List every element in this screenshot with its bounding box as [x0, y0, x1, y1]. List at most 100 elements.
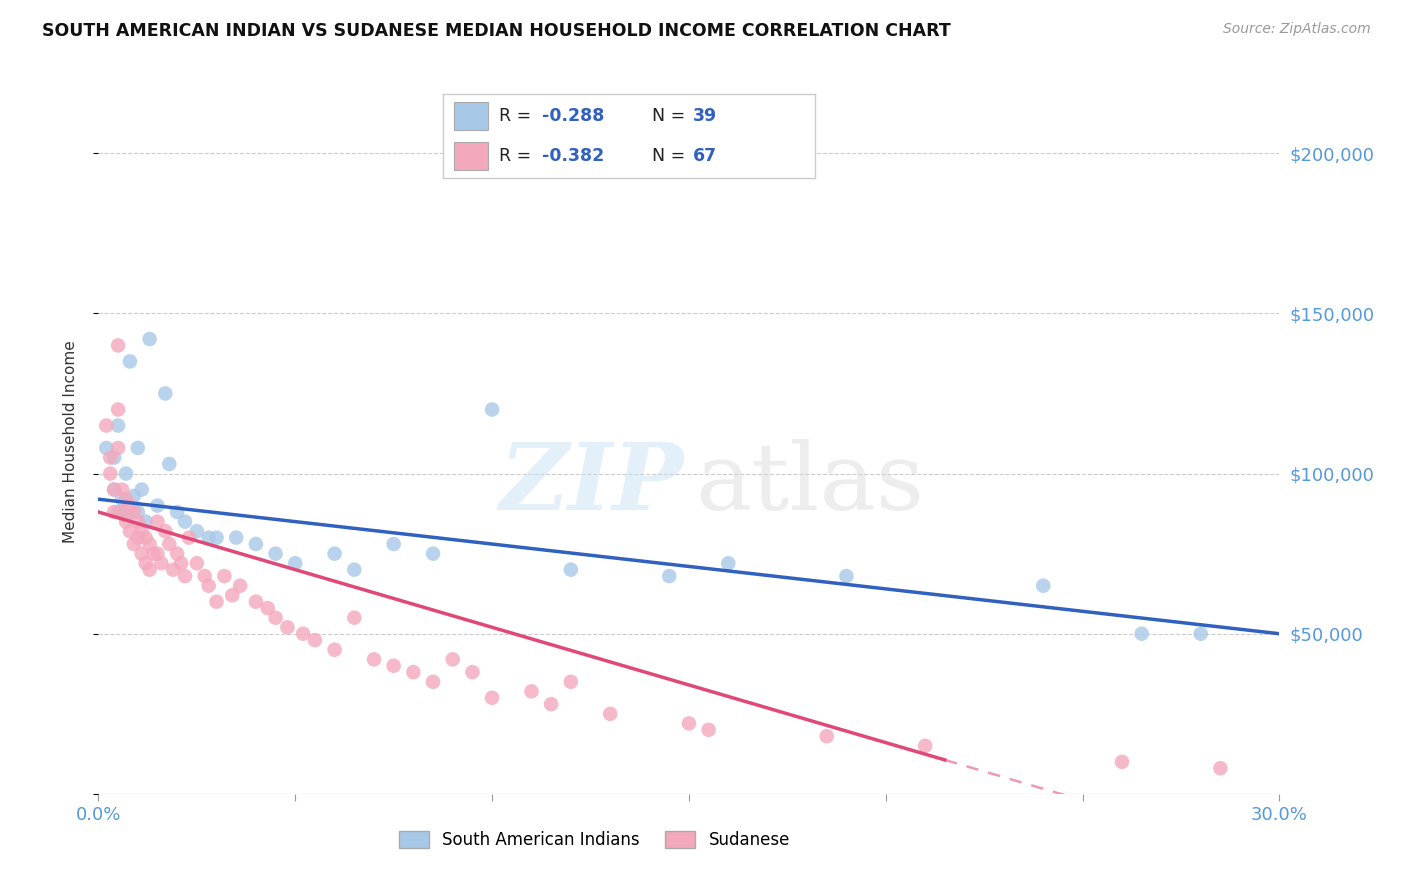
Point: [658, 569, 681, 583]
Point: [245, 595, 267, 609]
Point: [103, 505, 125, 519]
Point: [103, 483, 125, 497]
Point: [221, 588, 243, 602]
Point: [170, 556, 193, 570]
Point: [1189, 626, 1212, 640]
Point: [103, 450, 125, 465]
Text: N =: N =: [651, 147, 690, 165]
Text: N =: N =: [651, 107, 690, 125]
Point: [131, 524, 153, 539]
Point: [174, 569, 197, 583]
Point: [96, 418, 118, 433]
Point: [343, 563, 366, 577]
Point: [402, 665, 425, 680]
Point: [1130, 626, 1153, 640]
Point: [194, 569, 217, 583]
Point: [1209, 761, 1232, 775]
Point: [146, 499, 169, 513]
Point: [214, 569, 236, 583]
Point: [197, 579, 219, 593]
Text: -0.288: -0.288: [541, 107, 605, 125]
Point: [256, 601, 278, 615]
Point: [103, 483, 125, 497]
Point: [146, 547, 169, 561]
Point: [264, 547, 287, 561]
Point: [225, 531, 247, 545]
Point: [155, 386, 177, 401]
Point: [292, 626, 315, 640]
Point: [118, 354, 141, 368]
Point: [560, 563, 582, 577]
Point: [363, 652, 385, 666]
Point: [127, 531, 149, 545]
Y-axis label: Median Household Income: Median Household Income: [63, 340, 77, 543]
Point: [166, 505, 188, 519]
Point: [115, 515, 138, 529]
Text: 67: 67: [693, 147, 717, 165]
Point: [835, 569, 858, 583]
Point: [229, 579, 252, 593]
Point: [343, 610, 366, 624]
Point: [717, 556, 740, 570]
Point: [146, 515, 169, 529]
Point: [127, 441, 149, 455]
Point: [197, 531, 219, 545]
Point: [122, 505, 145, 519]
Point: [382, 537, 405, 551]
Point: [157, 537, 180, 551]
Point: [284, 556, 307, 570]
Point: [107, 505, 129, 519]
Point: [560, 674, 582, 689]
Point: [177, 531, 200, 545]
Point: [127, 505, 149, 519]
Point: [166, 547, 188, 561]
Text: R =: R =: [499, 107, 537, 125]
Point: [131, 483, 153, 497]
Text: SOUTH AMERICAN INDIAN VS SUDANESE MEDIAN HOUSEHOLD INCOME CORRELATION CHART: SOUTH AMERICAN INDIAN VS SUDANESE MEDIAN…: [42, 22, 950, 40]
Point: [815, 729, 838, 743]
Point: [111, 505, 134, 519]
FancyBboxPatch shape: [454, 142, 488, 169]
Point: [138, 563, 160, 577]
Point: [162, 563, 184, 577]
Point: [304, 633, 326, 648]
Text: atlas: atlas: [695, 439, 924, 529]
Text: -0.382: -0.382: [541, 147, 603, 165]
Point: [122, 537, 145, 551]
Point: [111, 492, 134, 507]
Point: [323, 547, 346, 561]
Point: [135, 531, 157, 545]
Text: Source: ZipAtlas.com: Source: ZipAtlas.com: [1223, 22, 1371, 37]
Point: [107, 402, 129, 417]
Point: [599, 706, 621, 721]
Point: [138, 332, 160, 346]
Text: R =: R =: [499, 147, 537, 165]
Point: [98, 450, 121, 465]
Point: [323, 642, 346, 657]
Point: [1032, 579, 1054, 593]
Point: [205, 531, 228, 545]
Point: [118, 524, 141, 539]
Point: [150, 556, 173, 570]
Point: [135, 556, 157, 570]
Text: ZIP: ZIP: [499, 439, 683, 529]
Point: [157, 457, 180, 471]
Point: [115, 508, 138, 523]
Point: [115, 492, 138, 507]
Point: [481, 690, 503, 705]
Point: [1111, 755, 1133, 769]
Point: [245, 537, 267, 551]
Point: [382, 658, 405, 673]
Point: [441, 652, 464, 666]
Point: [155, 524, 177, 539]
Point: [697, 723, 720, 737]
Point: [186, 524, 208, 539]
Point: [914, 739, 936, 753]
Point: [276, 620, 298, 634]
Point: [96, 441, 118, 455]
Point: [174, 515, 197, 529]
Point: [107, 441, 129, 455]
Point: [678, 716, 700, 731]
Point: [131, 547, 153, 561]
Point: [122, 489, 145, 503]
